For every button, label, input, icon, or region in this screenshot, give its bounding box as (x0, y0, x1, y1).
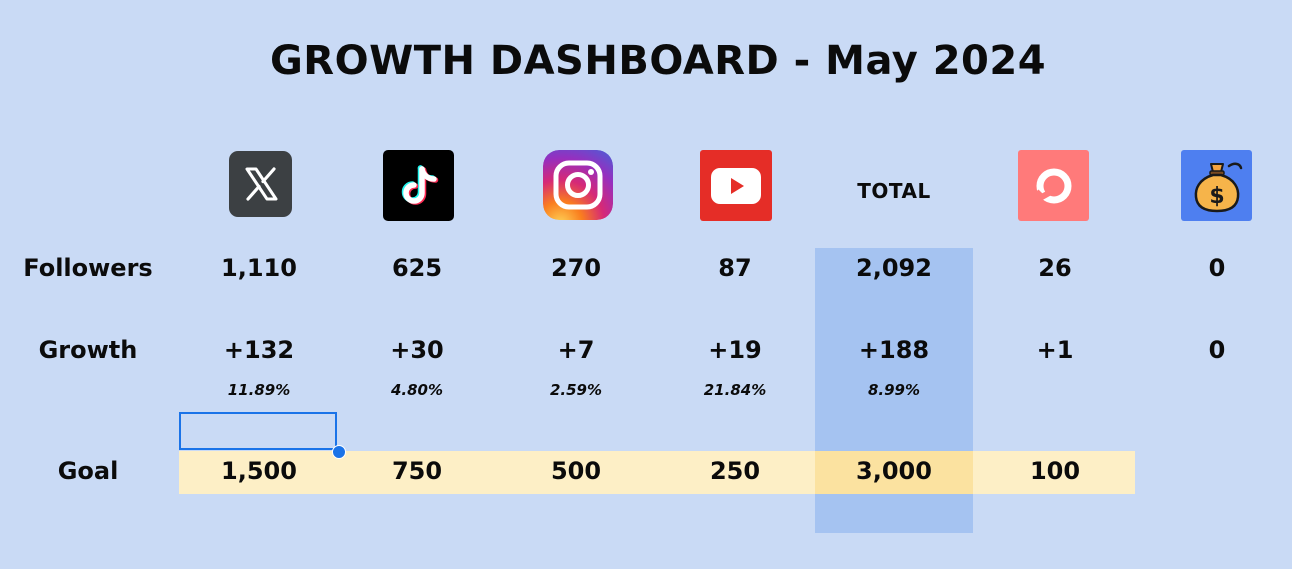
goal-tiktok[interactable]: 750 (391, 457, 443, 485)
growth-youtube[interactable]: +19 (708, 336, 762, 364)
youtube-icon[interactable] (700, 150, 772, 221)
goal-patreon[interactable]: 100 (1029, 457, 1081, 485)
growth-tiktok[interactable]: +30 (390, 336, 444, 364)
row-label-growth: Growth (38, 336, 138, 364)
growth-instagram[interactable]: +7 (557, 336, 595, 364)
growth-money[interactable]: 0 (1208, 336, 1226, 364)
x-twitter-icon[interactable] (229, 151, 292, 217)
dashboard-title: GROWTH DASHBOARD - May 2024 (269, 38, 1047, 84)
growth-pct-total[interactable]: 8.99% (867, 381, 921, 399)
followers-tiktok[interactable]: 625 (391, 254, 443, 282)
goal-total-highlight (815, 451, 973, 494)
growth-total[interactable]: +188 (858, 336, 930, 364)
goal-youtube[interactable]: 250 (709, 457, 761, 485)
tiktok-icon[interactable] (383, 150, 454, 221)
instagram-icon[interactable] (543, 150, 613, 220)
followers-money[interactable]: 0 (1208, 254, 1226, 282)
fill-handle[interactable] (332, 445, 346, 459)
goal-x[interactable]: 1,500 (221, 457, 297, 485)
growth-x[interactable]: +132 (223, 336, 295, 364)
followers-instagram[interactable]: 270 (550, 254, 602, 282)
goal-total[interactable]: 3,000 (856, 457, 932, 485)
followers-youtube[interactable]: 87 (718, 254, 752, 282)
growth-pct-youtube[interactable]: 21.84% (703, 381, 767, 399)
patreon-icon[interactable] (1018, 150, 1089, 221)
growth-pct-instagram[interactable]: 2.59% (549, 381, 603, 399)
money-bag-icon[interactable]: $ (1181, 150, 1252, 221)
selected-cell[interactable] (179, 412, 337, 450)
row-label-followers: Followers (23, 254, 153, 282)
total-header: TOTAL (857, 179, 931, 203)
growth-pct-x[interactable]: 11.89% (227, 381, 291, 399)
followers-x[interactable]: 1,110 (221, 254, 297, 282)
growth-patreon[interactable]: +1 (1036, 336, 1074, 364)
row-label-goal: Goal (57, 457, 119, 485)
goal-instagram[interactable]: 500 (550, 457, 602, 485)
growth-pct-tiktok[interactable]: 4.80% (390, 381, 444, 399)
svg-text:$: $ (1209, 184, 1224, 209)
followers-total[interactable]: 2,092 (856, 254, 932, 282)
followers-patreon[interactable]: 26 (1038, 254, 1072, 282)
